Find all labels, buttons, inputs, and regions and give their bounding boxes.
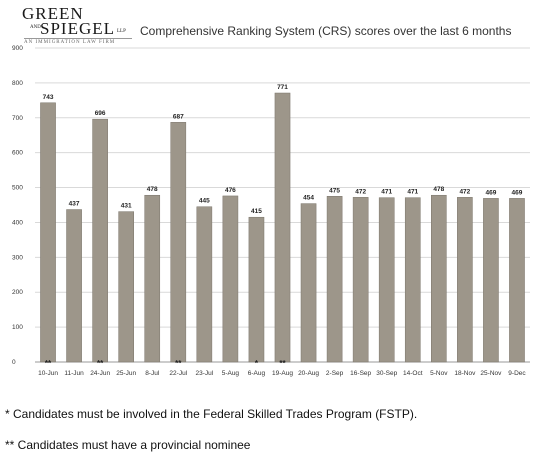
bar-18-Nov xyxy=(457,197,473,363)
value-label-10-Jun: 743 xyxy=(43,94,54,101)
bar-24-Jun xyxy=(92,118,108,363)
y-tick-label-600: 600 xyxy=(12,150,23,157)
logo-rule xyxy=(24,38,132,39)
value-label-20-Aug: 454 xyxy=(303,195,314,202)
chart-title: Comprehensive Ranking System (CRS) score… xyxy=(140,24,512,38)
logo-line-spiegel: SPIEGEL xyxy=(40,19,115,38)
bar-chart: 0 100 200 300 400 500 600 700 800 900 743 10-Jun ** 4… xyxy=(12,45,530,377)
value-label-8-Jul: 478 xyxy=(147,186,158,193)
x-tick-label-10-Jun: 10-Jun xyxy=(38,370,58,377)
x-tick-label-5-Aug: 5-Aug xyxy=(222,370,240,377)
value-label-19-Aug: 771 xyxy=(277,84,288,91)
marker-24-Jun: ** xyxy=(97,359,104,368)
bar-5-Aug xyxy=(222,195,239,363)
value-label-24-Jun: 696 xyxy=(95,110,106,117)
logo-line-green: GREEN xyxy=(22,4,84,23)
x-tick-label-5-Nov: 5-Nov xyxy=(430,370,448,377)
bar-6-Aug xyxy=(248,216,265,363)
value-label-2-Sep: 475 xyxy=(329,187,340,194)
value-label-25-Jun: 431 xyxy=(121,203,132,210)
bar-5-Nov xyxy=(431,194,447,363)
y-tick-label-300: 300 xyxy=(12,254,23,261)
x-tick-label-22-Jul: 22-Jul xyxy=(169,370,187,377)
bar-9-Dec xyxy=(509,198,525,363)
logo-llp: LLP xyxy=(117,29,126,34)
value-label-5-Nov: 478 xyxy=(433,186,444,193)
bar-25-Nov xyxy=(483,198,499,363)
logo-tagline: AN IMMIGRATION LAW FIRM xyxy=(24,40,116,45)
x-tick-label-25-Jun: 25-Jun xyxy=(116,370,136,377)
value-label-16-Sep: 472 xyxy=(355,188,366,195)
marker-22-Jul: ** xyxy=(175,359,182,368)
bar-19-Aug xyxy=(274,92,291,363)
y-tick-label-0: 0 xyxy=(12,359,16,366)
x-tick-label-14-Oct: 14-Oct xyxy=(403,370,423,377)
value-label-9-Dec: 469 xyxy=(512,189,523,196)
bar-23-Jul xyxy=(196,206,213,363)
firm-logo: GREEN AND SPIEGEL LLP AN IMMIGRATION LAW… xyxy=(14,5,134,45)
x-tick-label-18-Nov: 18-Nov xyxy=(454,370,476,377)
x-tick-label-2-Sep: 2-Sep xyxy=(326,370,344,377)
value-label-23-Jul: 445 xyxy=(199,198,210,205)
bar-25-Jun xyxy=(118,211,134,363)
x-tick-label-30-Sep: 30-Sep xyxy=(376,370,397,377)
bar-16-Sep xyxy=(352,197,369,363)
x-tick-label-20-Aug: 20-Aug xyxy=(298,370,319,377)
bar-20-Aug xyxy=(300,203,317,363)
y-tick-label-900: 900 xyxy=(12,45,23,52)
value-label-14-Oct: 471 xyxy=(407,189,418,196)
footnote-single-asterisk: * Candidates must be involved in the Fed… xyxy=(5,407,418,421)
y-tick-label-400: 400 xyxy=(12,219,23,226)
x-tick-label-8-Jul: 8-Jul xyxy=(145,370,160,377)
value-label-22-Jul: 687 xyxy=(173,113,184,120)
bar-10-Jun xyxy=(40,102,56,363)
label-layer: 0 100 200 300 400 500 600 700 800 900 743 10-Jun ** 4… xyxy=(12,45,526,377)
y-tick-label-800: 800 xyxy=(12,80,23,87)
x-tick-label-6-Aug: 6-Aug xyxy=(248,370,266,377)
y-tick-label-700: 700 xyxy=(12,115,23,122)
x-tick-label-9-Dec: 9-Dec xyxy=(508,370,526,377)
y-tick-label-500: 500 xyxy=(12,185,23,192)
footnote-double-asterisk: ** Candidates must have a provincial nom… xyxy=(5,438,251,452)
bar-14-Oct xyxy=(404,197,421,363)
marker-19-Aug: ** xyxy=(279,359,286,368)
bar-2-Sep xyxy=(326,196,343,363)
marker-6-Aug: * xyxy=(255,359,259,368)
x-tick-label-16-Sep: 16-Sep xyxy=(350,370,371,377)
bar-layer xyxy=(40,92,525,363)
y-tick-label-200: 200 xyxy=(12,289,23,296)
value-label-6-Aug: 415 xyxy=(251,208,262,215)
x-tick-label-19-Aug: 19-Aug xyxy=(272,370,293,377)
value-label-25-Nov: 469 xyxy=(485,189,496,196)
y-tick-label-100: 100 xyxy=(12,324,23,331)
x-tick-label-23-Jul: 23-Jul xyxy=(195,370,213,377)
x-tick-label-11-Jun: 11-Jun xyxy=(64,370,84,377)
bar-8-Jul xyxy=(144,194,161,363)
value-label-18-Nov: 472 xyxy=(459,188,470,195)
x-tick-label-24-Jun: 24-Jun xyxy=(90,370,110,377)
value-label-11-Jun: 437 xyxy=(69,201,80,208)
bar-22-Jul xyxy=(170,122,187,363)
value-label-5-Aug: 476 xyxy=(225,187,236,194)
value-label-30-Sep: 471 xyxy=(381,189,392,196)
bar-11-Jun xyxy=(66,209,82,363)
bar-30-Sep xyxy=(378,197,395,363)
logo-and: AND xyxy=(30,25,41,30)
marker-10-Jun: ** xyxy=(45,359,52,368)
x-tick-label-25-Nov: 25-Nov xyxy=(480,370,502,377)
